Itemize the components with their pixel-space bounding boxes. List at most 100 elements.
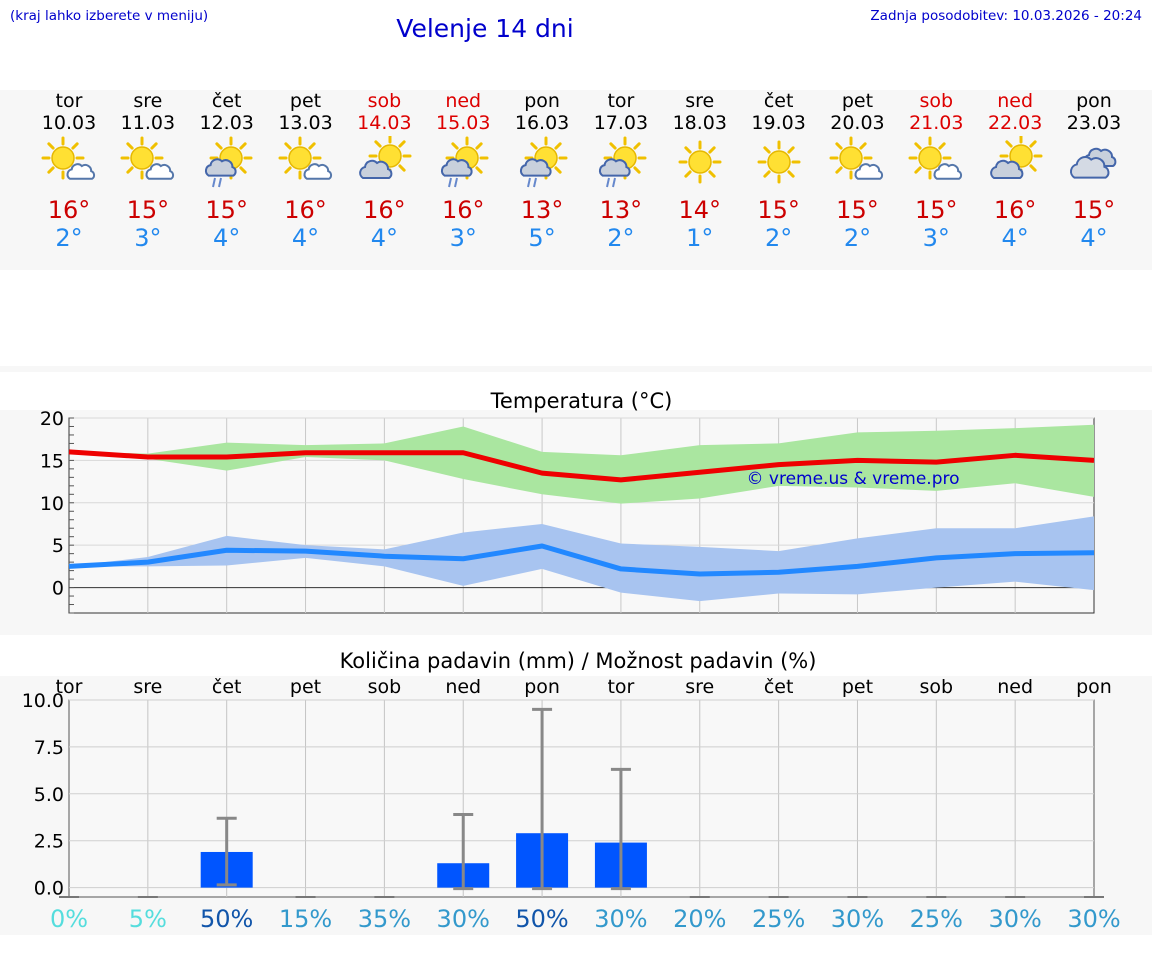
sun-rain-icon xyxy=(204,136,253,188)
x-category-label: sre xyxy=(133,676,162,698)
sun-cloud-icon xyxy=(278,136,332,180)
day-column: pet 20.03 15° 2° xyxy=(817,90,897,252)
chart-title: Količina padavin (mm) / Možnost padavin … xyxy=(340,649,817,673)
temp-min: 4° xyxy=(1001,224,1029,252)
sun-icon xyxy=(757,140,801,184)
day-name: pon xyxy=(524,90,560,112)
day-column: tor 10.03 16° 2° xyxy=(29,90,109,252)
location-hint: (kraj lahko izberete v meniju) xyxy=(10,8,209,24)
temp-max: 15° xyxy=(915,196,958,224)
day-column: ned 15.03 16° 3° xyxy=(423,90,503,252)
temp-min: 2° xyxy=(55,224,83,252)
day-column: pon 23.03 15° 4° xyxy=(1054,90,1134,252)
day-date: 22.03 xyxy=(987,112,1043,134)
day-date: 10.03 xyxy=(41,112,97,134)
precip-probability: 30% xyxy=(594,905,647,933)
day-column: čet 12.03 15° 4° xyxy=(187,90,267,252)
y-tick-label: 0 xyxy=(52,578,64,600)
day-date: 13.03 xyxy=(278,112,333,134)
sun-cloud-icon xyxy=(829,136,884,180)
temp-min: 4° xyxy=(213,224,241,252)
temp-max: 14° xyxy=(678,196,722,224)
precip-probability: 35% xyxy=(358,905,411,933)
y-tick-label: 5 xyxy=(52,535,64,557)
temp-max: 16° xyxy=(441,196,485,224)
temp-min: 2° xyxy=(764,224,793,252)
x-category-label: čet xyxy=(764,676,794,698)
day-date: 14.03 xyxy=(357,112,412,134)
x-category-label: pon xyxy=(1076,676,1112,698)
temp-min: 3° xyxy=(449,224,477,252)
day-date: 23.03 xyxy=(1066,112,1122,134)
precip-probability: 30% xyxy=(437,905,490,933)
max-temperature-range-band xyxy=(69,424,1094,504)
temp-min: 3° xyxy=(922,224,950,252)
precip-probability: 30% xyxy=(831,905,884,933)
temp-max: 15° xyxy=(205,196,248,224)
day-column: tor 17.03 13° 2° xyxy=(581,90,661,252)
sun-rain-icon xyxy=(520,136,568,188)
day-date: 18.03 xyxy=(672,112,727,134)
x-category-label: pet xyxy=(842,676,873,698)
day-name: pet xyxy=(841,90,874,112)
temp-max: 16° xyxy=(363,196,406,224)
temp-max: 15° xyxy=(1072,196,1116,224)
day-name: sob xyxy=(367,90,402,112)
temp-max: 16° xyxy=(993,196,1037,224)
x-category-label: tor xyxy=(607,676,634,698)
day-column: sob 21.03 15° 3° xyxy=(896,90,976,252)
day-date: 19.03 xyxy=(751,112,806,134)
y-tick-label: 10 xyxy=(40,493,64,515)
y-tick-label: 10.0 xyxy=(22,690,64,712)
daily-forecast-strip: tor 10.03 16° 2° sre 11.03 15° 3° čet 12.03 15° 4° p… xyxy=(0,90,1152,270)
day-column: čet 19.03 15° 2° xyxy=(739,90,819,252)
day-column: pon 16.03 13° 5° xyxy=(502,90,582,252)
max-temperature-line xyxy=(68,449,1095,483)
precip-probability: 50% xyxy=(515,905,568,933)
page-title: Velenje 14 dni xyxy=(396,14,574,43)
sun-rain-icon xyxy=(598,136,647,188)
day-date: 17.03 xyxy=(593,112,649,134)
sun-cloud-icon xyxy=(908,136,963,180)
cloud-sun-icon xyxy=(990,136,1043,179)
x-category-label: ned xyxy=(997,676,1033,698)
day-name: ned xyxy=(445,90,482,112)
chart-title: Temperatura (°C) xyxy=(490,389,673,413)
day-name: pet xyxy=(289,90,322,112)
y-tick-label: 0.0 xyxy=(34,878,64,900)
x-category-label: sre xyxy=(685,676,714,698)
day-name: ned xyxy=(997,90,1034,112)
y-tick-label: 2.5 xyxy=(34,831,64,853)
day-name: čet xyxy=(211,90,242,112)
day-column: sob 14.03 16° 4° xyxy=(344,90,424,252)
day-name: sre xyxy=(133,90,163,112)
precip-probability: 30% xyxy=(988,905,1041,933)
divider xyxy=(0,366,1152,372)
precip-probability: 15% xyxy=(279,905,332,933)
day-name: tor xyxy=(607,90,635,112)
temp-max: 15° xyxy=(126,196,170,224)
precip-probability: 25% xyxy=(910,905,963,933)
temp-min: 1° xyxy=(686,224,714,252)
x-category-label: ned xyxy=(445,676,481,698)
temp-max: 16° xyxy=(47,196,91,224)
precip-probability: 5% xyxy=(129,905,167,933)
x-category-label: tor xyxy=(56,676,83,698)
x-category-label: sob xyxy=(368,676,402,698)
day-date: 21.03 xyxy=(909,112,964,134)
day-name: sre xyxy=(685,90,715,112)
x-category-label: sob xyxy=(920,676,954,698)
precip-probability: 0% xyxy=(50,905,88,933)
day-column: sre 11.03 15° 3° xyxy=(108,90,188,252)
temp-min: 4° xyxy=(370,224,399,252)
last-updated: Zadnja posodobitev: 10.03.2026 - 20:24 xyxy=(870,8,1142,24)
x-category-label: čet xyxy=(212,676,242,698)
day-date: 15.03 xyxy=(436,112,491,134)
temp-min: 4° xyxy=(291,224,320,252)
day-date: 12.03 xyxy=(199,112,254,134)
temp-min: 2° xyxy=(843,224,872,252)
day-date: 16.03 xyxy=(514,112,570,134)
temp-max: 13° xyxy=(599,196,643,224)
y-tick-label: 15 xyxy=(40,450,64,472)
sun-icon xyxy=(678,140,722,184)
